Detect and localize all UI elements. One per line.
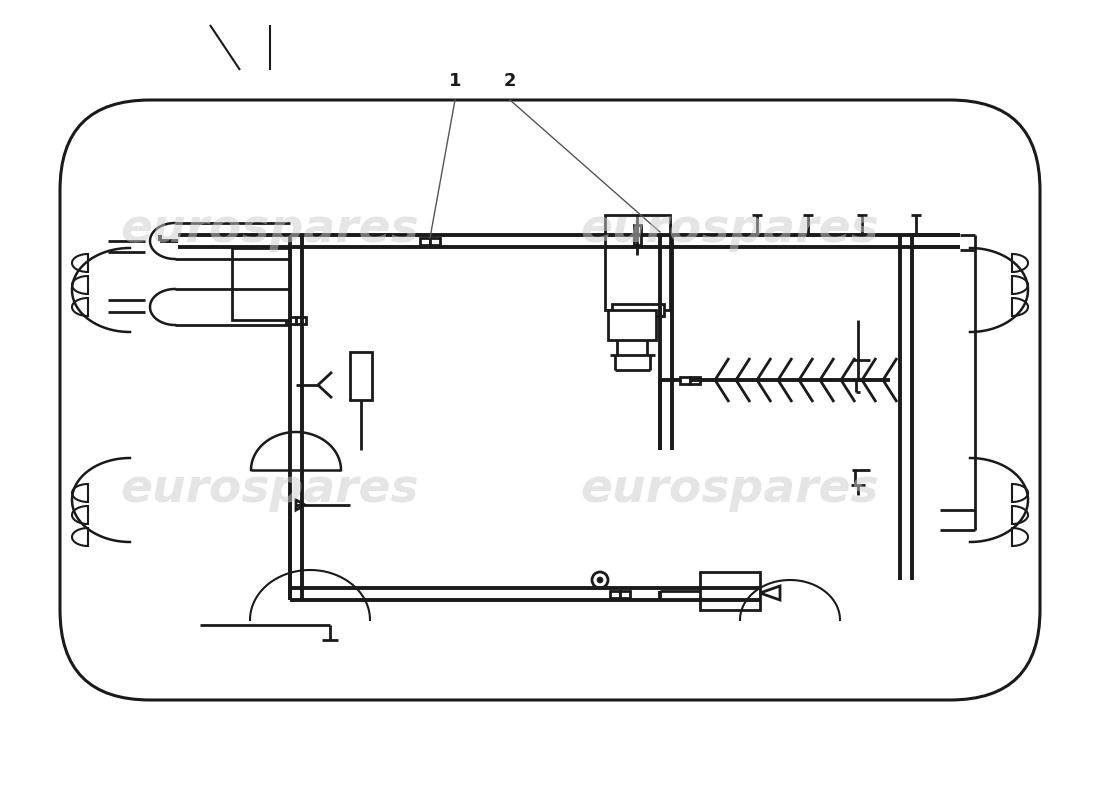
Bar [700,572,760,610]
Bar [690,377,700,383]
Polygon shape [296,500,305,510]
Bar [610,590,620,598]
Bar [612,304,664,316]
Bar [620,590,630,598]
Bar [634,235,640,245]
Text: eurospares: eurospares [581,207,879,253]
Bar [662,225,670,235]
Bar [608,310,656,340]
Text: eurospares: eurospares [121,207,419,253]
Bar [605,215,670,310]
Bar [350,352,372,400]
Text: eurospares: eurospares [121,467,419,513]
Circle shape [592,572,608,588]
Text: 2: 2 [504,72,516,90]
Circle shape [597,577,603,583]
Bar [420,238,430,245]
Bar [430,238,440,245]
Text: 1: 1 [449,72,461,90]
Bar [662,235,670,245]
Bar [296,317,306,323]
FancyBboxPatch shape [60,100,1040,700]
Bar [286,317,296,323]
Bar [634,225,640,235]
Bar [232,248,290,320]
Text: eurospares: eurospares [581,467,879,513]
Polygon shape [760,586,780,600]
Bar [680,377,690,383]
